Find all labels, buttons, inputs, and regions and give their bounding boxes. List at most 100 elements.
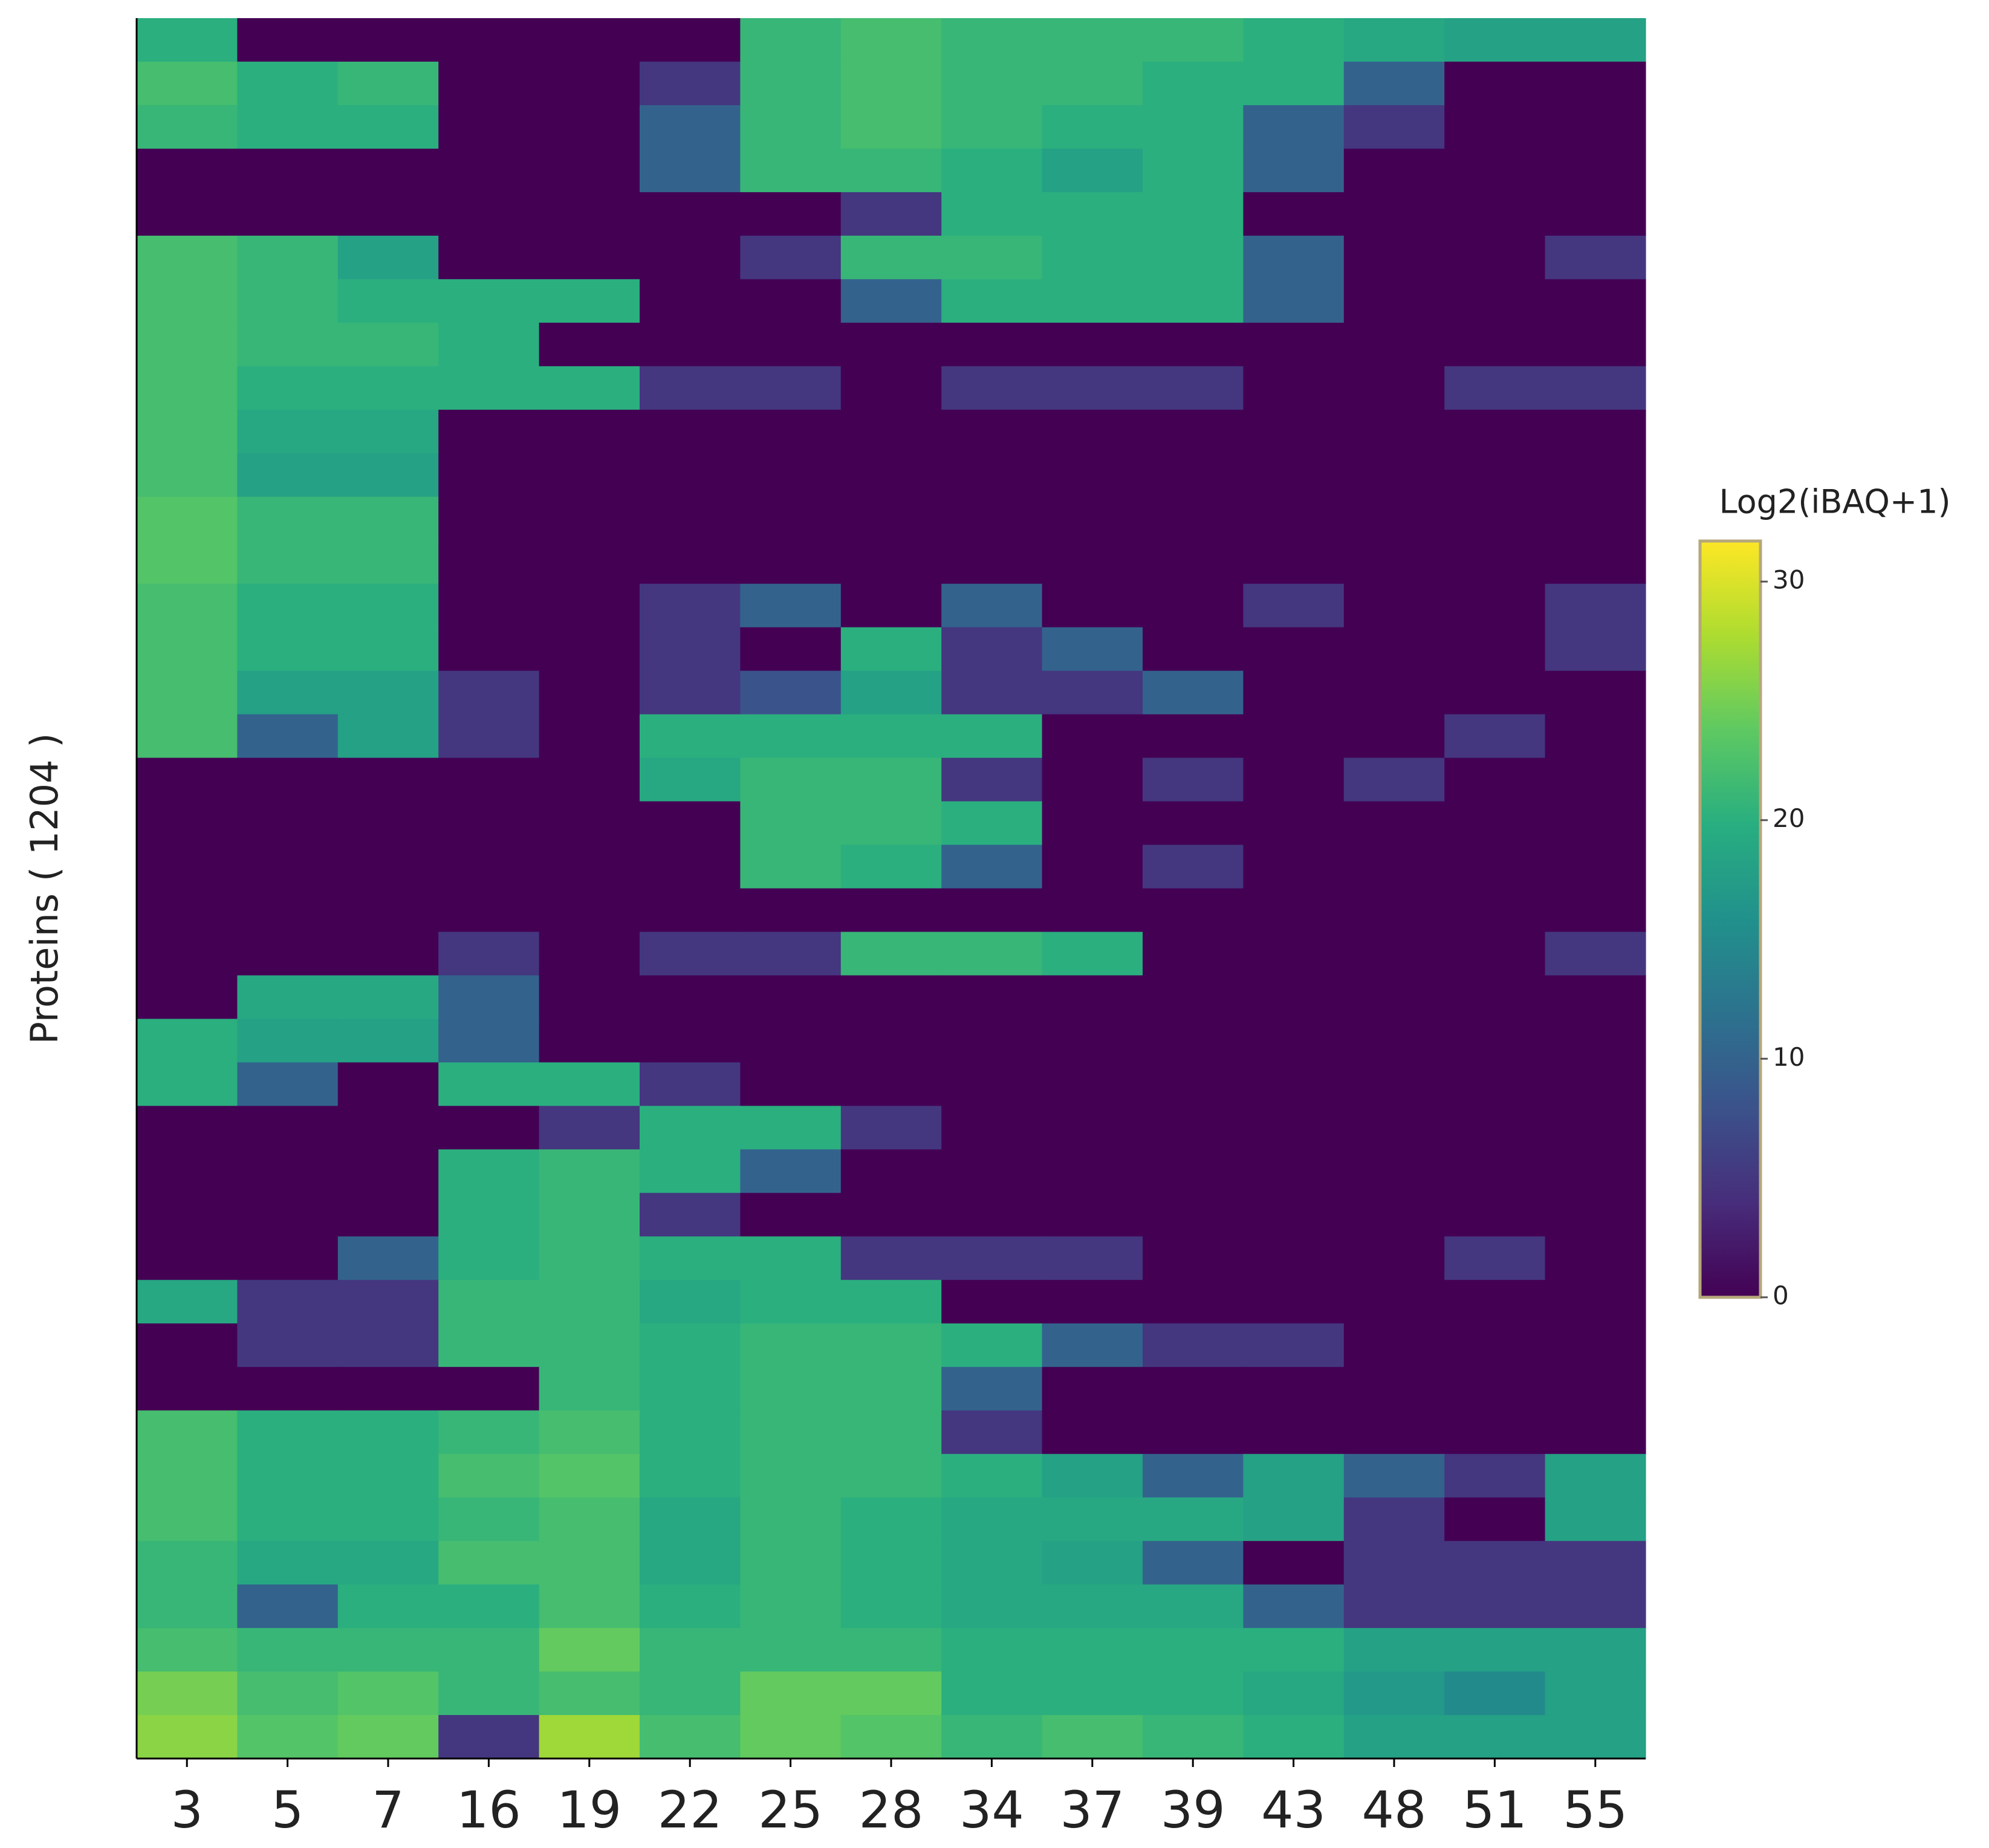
heatmap-cell (337, 670, 439, 715)
heatmap-cell (237, 1280, 339, 1324)
heatmap-cell (438, 1280, 540, 1324)
heatmap-cell (1243, 1149, 1345, 1193)
heatmap-cell (137, 670, 238, 715)
heatmap-cell (137, 1497, 238, 1542)
heatmap-cell (1343, 1497, 1445, 1542)
heatmap-cell (1343, 1628, 1445, 1672)
heatmap-cell (137, 1584, 238, 1629)
heatmap-cell (1545, 1149, 1646, 1193)
heatmap-cell (1545, 61, 1646, 106)
heatmap-cell (1545, 801, 1646, 846)
heatmap-cell (438, 975, 540, 1020)
heatmap-cell (539, 583, 640, 628)
heatmap-cell (1243, 192, 1345, 236)
heatmap-cell (1143, 714, 1244, 759)
heatmap-cell (1444, 801, 1546, 846)
heatmap-cell (1243, 1584, 1345, 1629)
heatmap-cell (337, 801, 439, 846)
heatmap-cell (640, 888, 741, 933)
heatmap-cell (137, 279, 238, 323)
x-tick-label: 39 (1161, 1780, 1225, 1840)
heatmap-cell (1444, 1323, 1546, 1367)
heatmap-cell (1343, 1062, 1445, 1106)
heatmap-cell (438, 1584, 540, 1629)
heatmap-cell (1444, 540, 1546, 585)
heatmap-cell (1545, 1584, 1646, 1629)
heatmap-cell (1143, 366, 1244, 410)
heatmap-cell (1042, 1236, 1143, 1280)
heatmap-cell (640, 1106, 741, 1150)
heatmap-cell (1545, 1541, 1646, 1585)
heatmap-cell (840, 714, 942, 759)
heatmap-cell (1343, 801, 1445, 846)
heatmap-cell (539, 192, 640, 236)
heatmap-cell (1545, 888, 1646, 933)
heatmap-cell (941, 366, 1043, 410)
heatmap-cell (740, 627, 842, 672)
heatmap-cell (1042, 888, 1143, 933)
heatmap-cell (438, 18, 540, 62)
heatmap-cell (1444, 975, 1546, 1020)
heatmap-cell (337, 1541, 439, 1585)
heatmap-cell (539, 627, 640, 672)
heatmap-cell (1143, 1584, 1244, 1629)
heatmap-cell (1042, 1323, 1143, 1367)
x-tick-label: 48 (1362, 1780, 1427, 1840)
heatmap-cell (1343, 670, 1445, 715)
heatmap-cell (137, 801, 238, 846)
heatmap-cell (1042, 105, 1143, 149)
heatmap-cell (1143, 409, 1244, 454)
heatmap-cell (941, 888, 1043, 933)
heatmap-cell (438, 1236, 540, 1280)
heatmap-cell (337, 322, 439, 367)
heatmap-cell (640, 583, 741, 628)
heatmap-cell (1042, 279, 1143, 323)
heatmap-cell (237, 453, 339, 498)
heatmap-cell (438, 1497, 540, 1542)
heatmap-cell (438, 583, 540, 628)
heatmap-cell (1042, 627, 1143, 672)
heatmap-cell (640, 1454, 741, 1498)
heatmap-cell (237, 496, 339, 541)
heatmap-cell (1444, 61, 1546, 106)
heatmap-cell (1042, 496, 1143, 541)
heatmap-cell (1143, 888, 1244, 933)
heatmap-cell (1243, 409, 1345, 454)
x-tick-label: 43 (1261, 1780, 1326, 1840)
heatmap-cell (740, 1236, 842, 1280)
heatmap-cell (237, 1584, 339, 1629)
heatmap-cell (237, 1062, 339, 1106)
heatmap-cell (1143, 1019, 1244, 1063)
heatmap-cell (840, 366, 942, 410)
heatmap-cell (1545, 105, 1646, 149)
heatmap-cell (941, 627, 1043, 672)
heatmap-cell (137, 496, 238, 541)
heatmap-cell (941, 322, 1043, 367)
heatmap-cell (1545, 845, 1646, 889)
heatmap-cell (1243, 801, 1345, 846)
heatmap-cell (740, 932, 842, 976)
heatmap-cell (1343, 1149, 1445, 1193)
heatmap-cell (1545, 1280, 1646, 1324)
heatmap-cell (840, 1584, 942, 1629)
heatmap-cell (1545, 1193, 1646, 1237)
heatmap-cell (640, 1628, 741, 1672)
heatmap-cell (740, 148, 842, 193)
heatmap-cell (1042, 583, 1143, 628)
heatmap-cell (640, 1323, 741, 1367)
heatmap-cell (1545, 757, 1646, 802)
heatmap-cell (840, 1149, 942, 1193)
heatmap-cell (740, 1410, 842, 1454)
heatmap-cell (539, 1584, 640, 1629)
heatmap-cell (237, 1019, 339, 1063)
heatmap-cell (640, 1193, 741, 1237)
heatmap-cell (237, 105, 339, 149)
heatmap-cell (840, 583, 942, 628)
heatmap-cell (1143, 61, 1244, 106)
x-tick-label: 34 (959, 1780, 1024, 1840)
heatmap-cell (640, 627, 741, 672)
heatmap-cell (740, 1584, 842, 1629)
heatmap-cell (640, 1019, 741, 1063)
heatmap-cell (740, 1671, 842, 1716)
heatmap-cell (640, 1062, 741, 1106)
